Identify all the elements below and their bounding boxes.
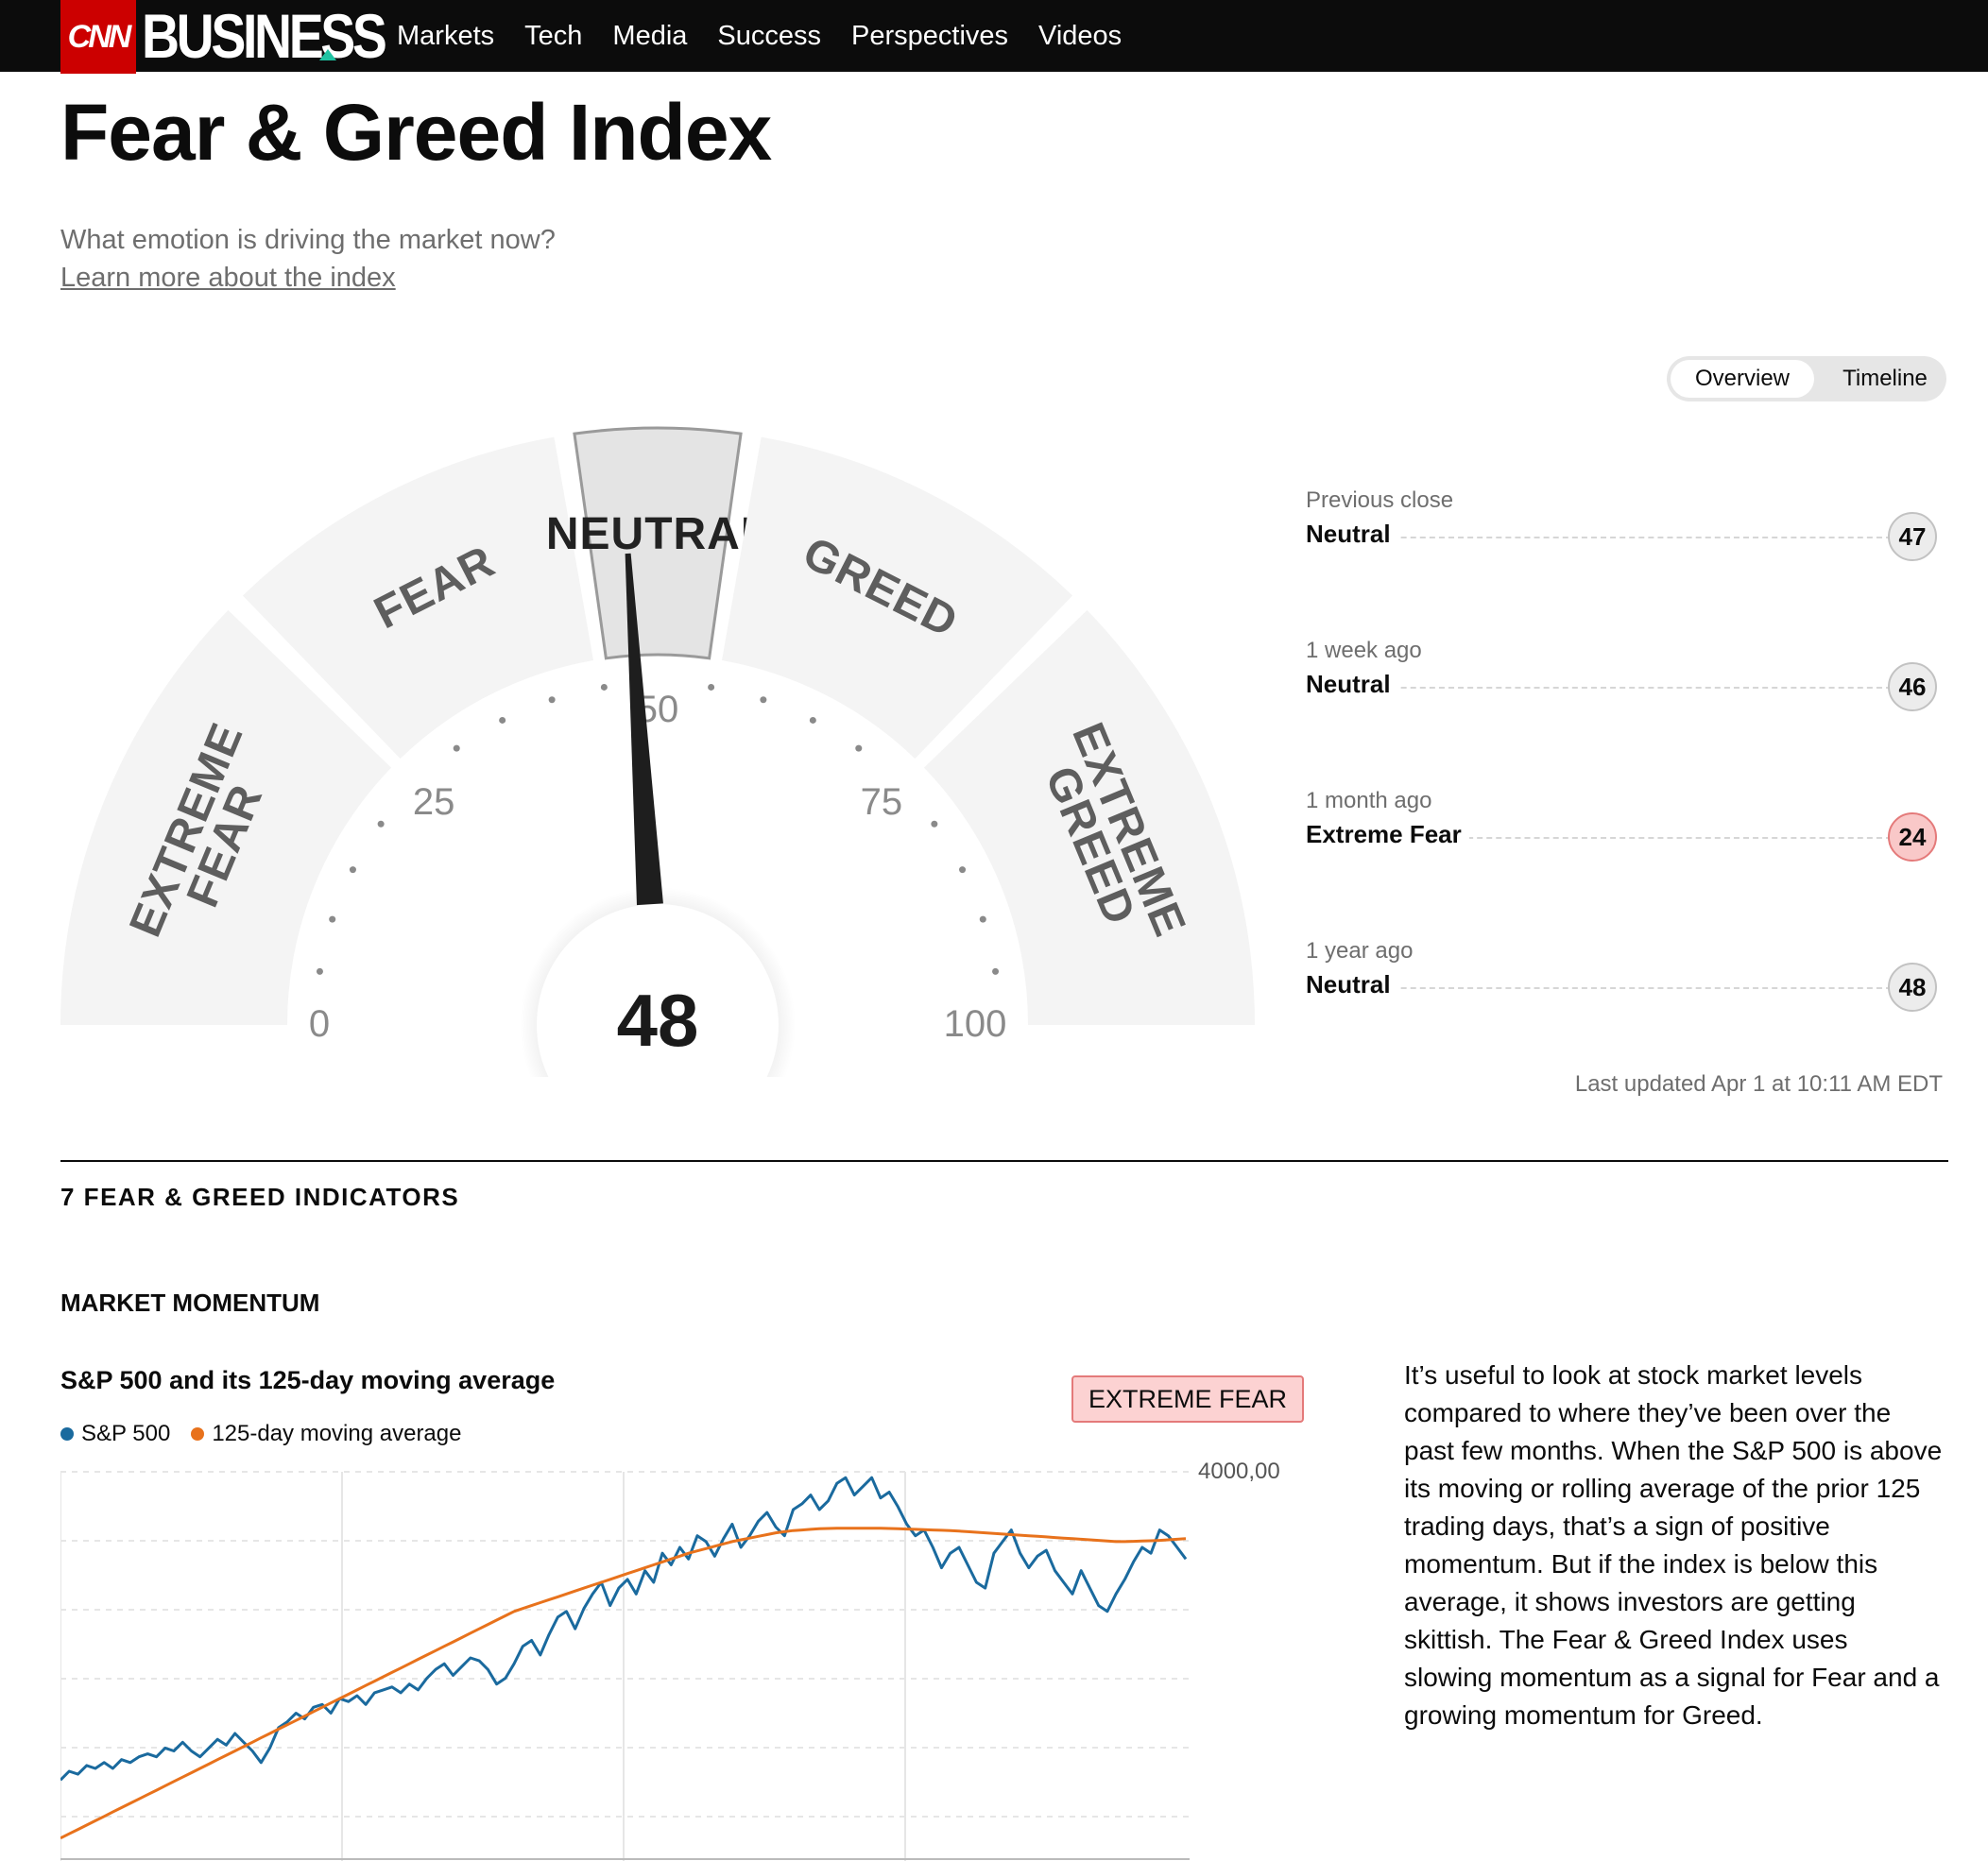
gauge-dot (316, 967, 323, 975)
gauge-dot (992, 967, 1000, 975)
legend-item-moving-average: 125-day moving average (191, 1421, 461, 1447)
history-value-badge: 47 (1888, 512, 1937, 561)
cnn-logo[interactable]: CNN (60, 0, 136, 74)
gauge-dot (708, 683, 715, 691)
legend-item-sp500: S&P 500 (60, 1421, 170, 1447)
last-updated: Last updated Apr 1 at 10:11 AM EDT (1574, 1071, 1943, 1097)
zone-extreme-greed (923, 609, 1255, 1025)
history-value-badge: 24 (1888, 812, 1937, 862)
history-label: 1 month ago (1306, 788, 1432, 813)
zone-fear (242, 436, 593, 760)
indicator-title: MARKET MOMENTUM (60, 1289, 320, 1317)
business-logo-triangle-icon (319, 49, 336, 60)
legend-label: 125-day moving average (212, 1421, 462, 1446)
gauge-tick-label: 0 (309, 1003, 330, 1045)
momentum-chart[interactable]: 4000,00 (60, 1455, 1308, 1861)
history-dashed-line (1306, 687, 1892, 689)
history-row: Previous close Neutral 47 (1306, 487, 1948, 572)
moving-average-line (60, 1527, 1187, 1840)
history-value-badge: 48 (1888, 963, 1937, 1012)
history-rating: Neutral (1306, 670, 1398, 699)
gauge-hub (537, 904, 779, 1077)
history-row: 1 year ago Neutral 48 (1306, 938, 1948, 1023)
gauge-tick-label: 75 (861, 781, 903, 823)
tab-timeline-label: Timeline (1842, 366, 1928, 391)
gauge-dot (349, 866, 356, 874)
tab-overview-label: Overview (1694, 366, 1791, 391)
history-value-badge: 46 (1888, 662, 1937, 711)
history-label: 1 week ago (1306, 638, 1422, 663)
section-divider (60, 1160, 1948, 1162)
gauge-tick-label: 100 (944, 1003, 1007, 1045)
rating-badge: EXTREME FEAR (1071, 1375, 1305, 1423)
nav-media[interactable]: Media (612, 20, 688, 51)
main-nav: Markets Tech Media Success Perspectives … (397, 0, 1122, 72)
history-dashed-line (1306, 537, 1892, 538)
history-label: Previous close (1306, 487, 1454, 513)
top-nav-bar: CNN BUSINESS Markets Tech Media Success … (0, 0, 1988, 74)
gauge-value: 48 (617, 979, 699, 1062)
gauge-dot (855, 744, 863, 752)
nav-success[interactable]: Success (717, 20, 822, 51)
gauge-dot (809, 716, 816, 724)
history-rating: Extreme Fear (1306, 820, 1469, 849)
page-title: Fear & Greed Index (60, 88, 772, 177)
history-dashed-line (1306, 837, 1892, 839)
gauge-needle (625, 553, 663, 906)
gauge-tick-label: 25 (413, 781, 455, 823)
history-row: 1 week ago Neutral 46 (1306, 638, 1948, 723)
indicator-description: It’s useful to look at stock market leve… (1404, 1360, 1943, 1730)
gauge-dot (499, 716, 506, 724)
gauge-dot (329, 915, 336, 923)
history-row: 1 month ago Extreme Fear 24 (1306, 788, 1948, 873)
gauge-dot (600, 683, 608, 691)
tab-overview[interactable]: Overview (1671, 360, 1814, 398)
zone-greed (722, 436, 1073, 760)
history-rating: Neutral (1306, 970, 1398, 999)
nav-tech[interactable]: Tech (524, 20, 583, 51)
sp500-line (60, 1476, 1188, 1782)
y-axis-label: 4000,00 (1198, 1459, 1280, 1484)
gauge-dot (453, 744, 460, 752)
chart-legend: S&P 500 125-day moving average (60, 1421, 461, 1447)
legend-dot-icon (191, 1427, 205, 1441)
history-label: 1 year ago (1306, 938, 1414, 964)
gauge-dot (979, 915, 986, 923)
chart-title: S&P 500 and its 125-day moving average (60, 1366, 556, 1394)
gauge-dot (959, 866, 967, 874)
history-dashed-line (1306, 987, 1892, 989)
nav-perspectives[interactable]: Perspectives (851, 20, 1009, 51)
business-logo[interactable]: BUSINESS (142, 1, 387, 71)
zone-neutral-label: NEUTRAL (546, 509, 769, 559)
gauge-dot (760, 696, 767, 704)
page-subtitle: What emotion is driving the market now? (60, 225, 556, 255)
gauge-dot (548, 696, 556, 704)
nav-videos[interactable]: Videos (1038, 20, 1123, 51)
tab-timeline[interactable]: Timeline (1831, 360, 1939, 398)
legend-dot-icon (60, 1427, 74, 1441)
gauge-dot (931, 820, 938, 828)
indicators-heading: 7 FEAR & GREED INDICATORS (60, 1183, 460, 1211)
nav-markets[interactable]: Markets (397, 20, 495, 51)
zone-extreme-fear (60, 609, 392, 1025)
legend-label: S&P 500 (81, 1421, 171, 1446)
history-rating: Neutral (1306, 520, 1398, 549)
gauge-dot (377, 820, 385, 828)
learn-more-link[interactable]: Learn more about the index (60, 263, 396, 293)
view-toggle: Overview Timeline (1667, 356, 1946, 401)
